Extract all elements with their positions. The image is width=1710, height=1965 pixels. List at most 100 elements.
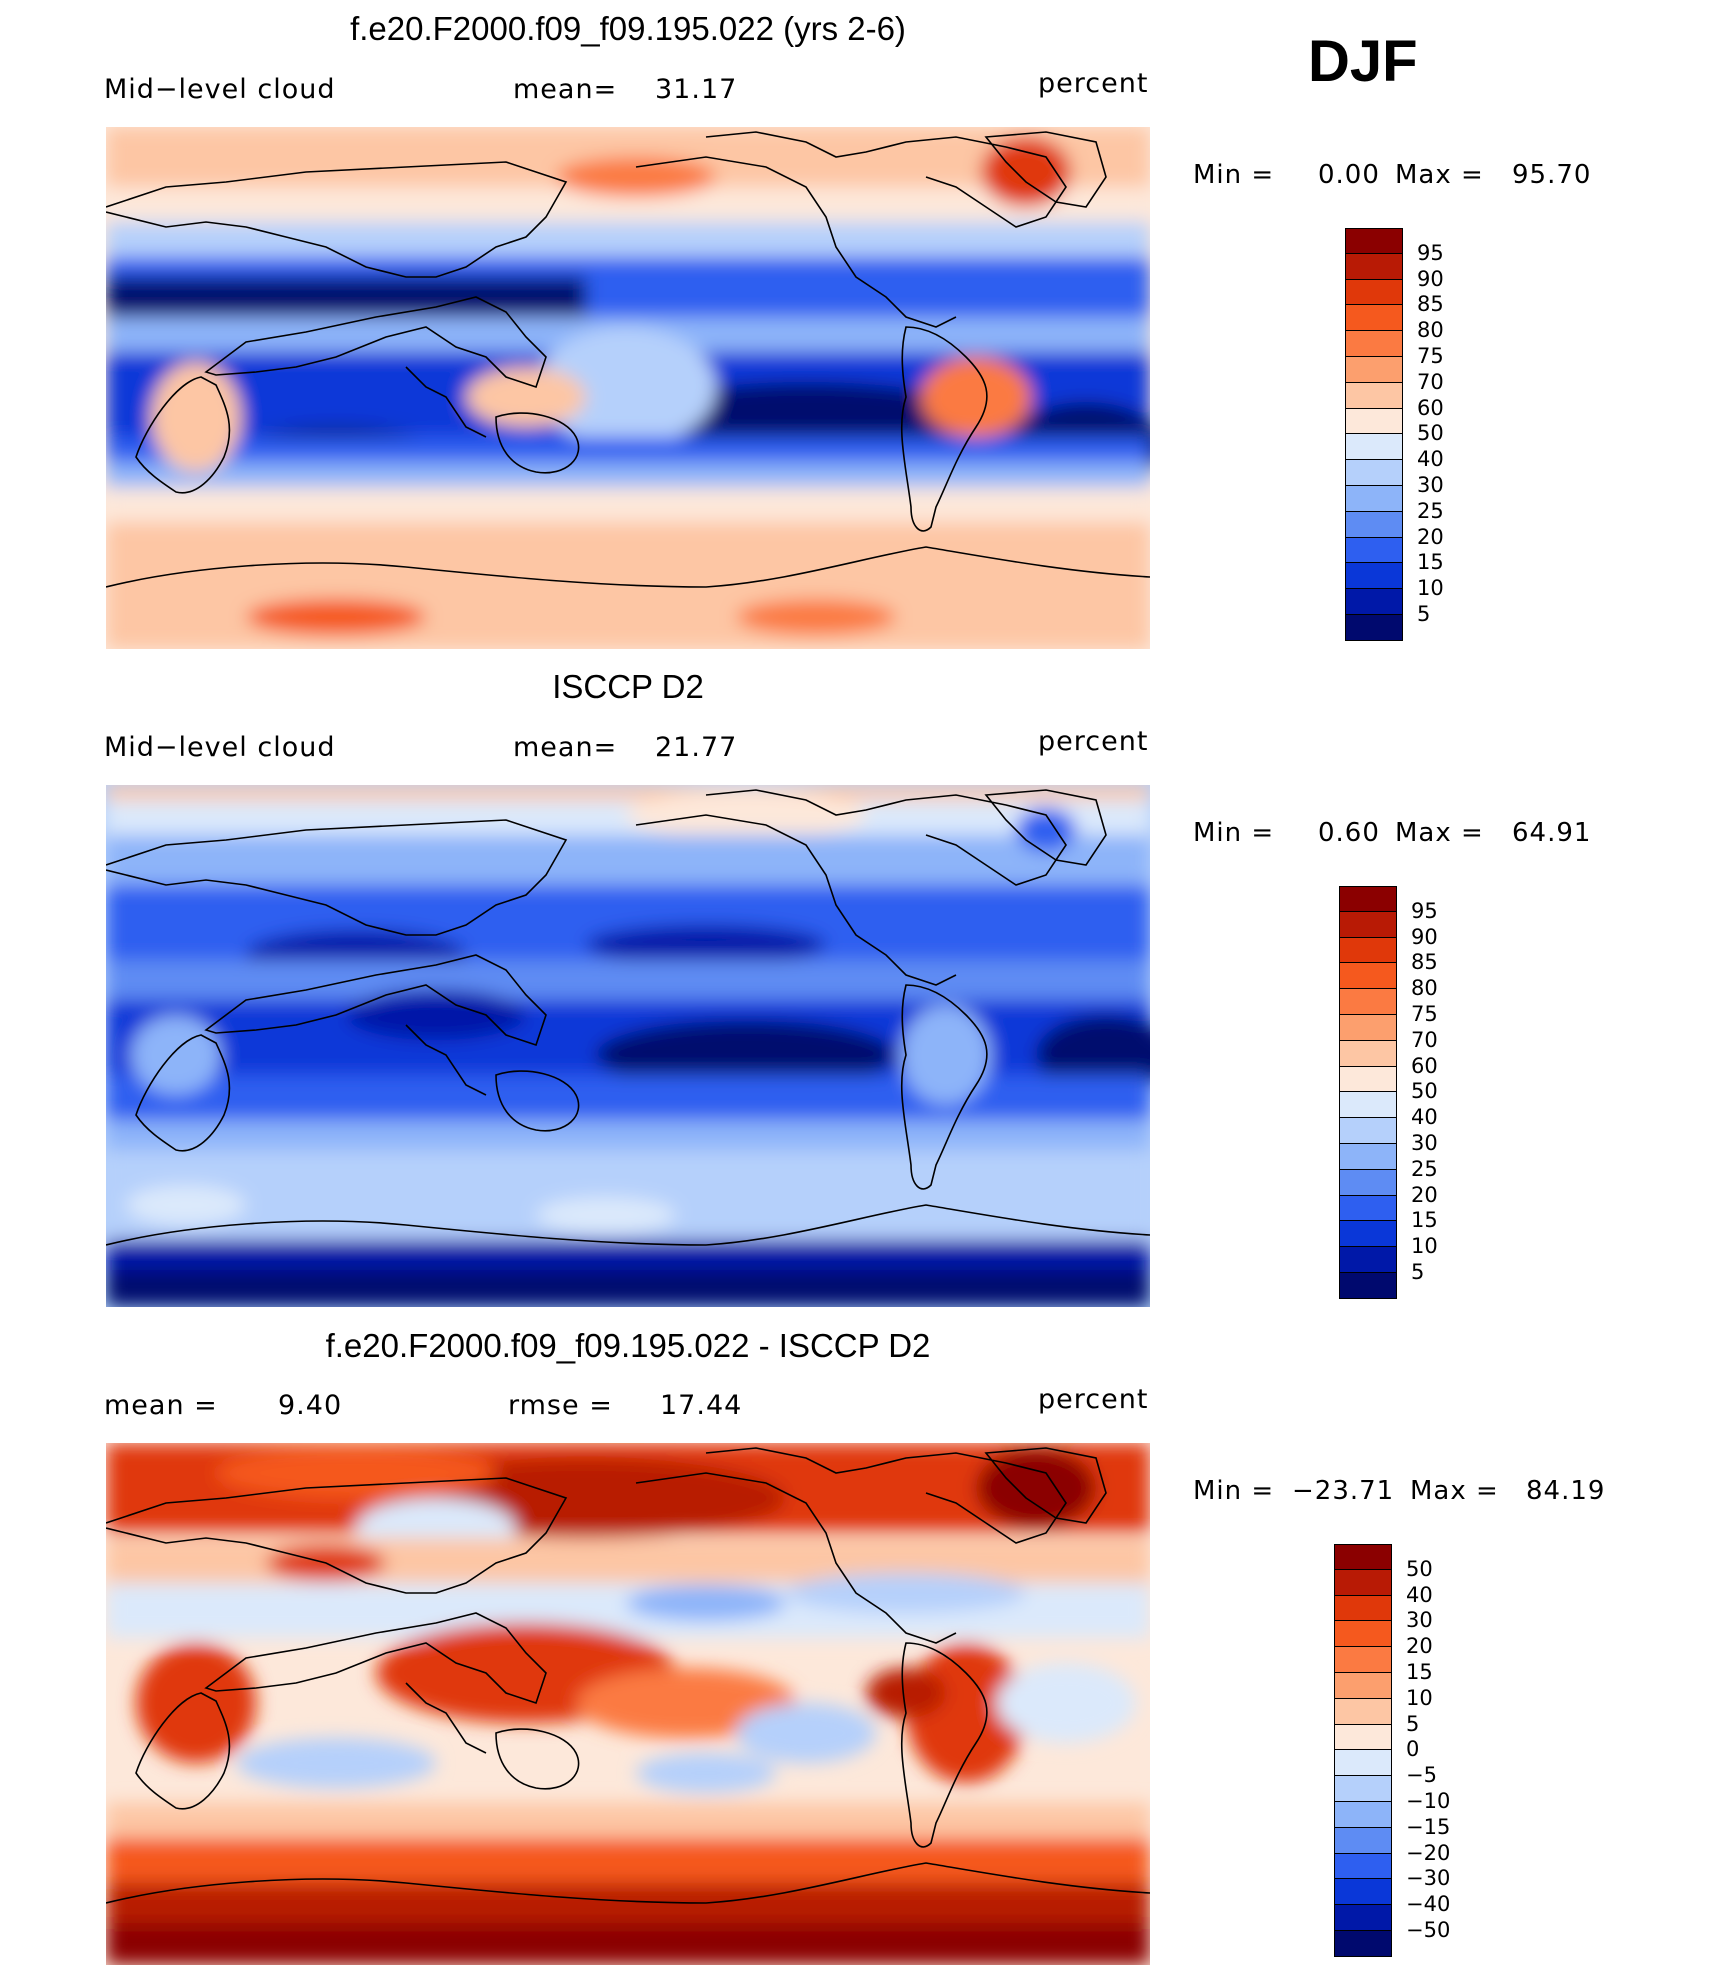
colorbar-segment (1339, 1273, 1397, 1299)
panel-1-title: f.e20.F2000.f09_f09.195.022 (yrs 2-6) (350, 10, 906, 47)
colorbar-tick-label: 5 (1406, 1711, 1420, 1736)
colorbar-tick-label: 80 (1417, 318, 1444, 343)
colorbar-tick-label: −5 (1406, 1763, 1437, 1788)
colorbar-segment (1334, 1724, 1392, 1751)
colorbar-tick-label: −10 (1406, 1789, 1451, 1813)
panel-1-coastlines (106, 131, 1150, 588)
panel-2-variable-label: Mid−level cloud (104, 732, 336, 763)
panel-3-mean-value: 9.40 (278, 1390, 343, 1421)
colorbar-tick-label: 15 (1417, 550, 1444, 575)
colorbar-segment (1334, 1750, 1392, 1777)
panel-3-title: f.e20.F2000.f09_f09.195.022 - ISCCP D2 (325, 1327, 931, 1364)
colorbar-segment (1339, 937, 1397, 964)
colorbar-tick-label: 30 (1411, 1131, 1438, 1155)
season-label: DJF (1308, 29, 1418, 94)
colorbar-segment (1334, 1544, 1392, 1570)
panel-1-variable-label: Mid−level cloud (104, 74, 336, 105)
colorbar-segment (1339, 989, 1397, 1015)
panel-3-mean-label: mean = (104, 1390, 218, 1421)
colorbar-segment (1345, 253, 1403, 280)
colorbar-segment (1334, 1905, 1392, 1931)
colorbar-tick-label: 40 (1406, 1582, 1433, 1607)
colorbar-segment (1339, 1066, 1397, 1093)
colorbar-segment (1339, 1118, 1397, 1144)
colorbar-tick-label: −15 (1406, 1814, 1451, 1839)
colorbar-segment (1345, 408, 1403, 435)
panel-2-units: percent (1038, 726, 1149, 757)
panel-1-max-value: 95.70 (1512, 160, 1592, 190)
colorbar-segment (1334, 1776, 1392, 1802)
colorbar-tick-label: 60 (1411, 1053, 1438, 1078)
colorbar-segment (1339, 1221, 1397, 1248)
colorbar-tick-label: 10 (1411, 1234, 1438, 1259)
colorbar-segment (1334, 1802, 1392, 1828)
panel-1-mean-label: mean= (513, 74, 618, 105)
colorbar-segment (1334, 1673, 1392, 1699)
panel-2-title: ISCCP D2 (552, 668, 704, 705)
panel-2-mean-label: mean= (513, 732, 618, 763)
colorbar-tick-label: 85 (1411, 950, 1438, 975)
panel-3-min-value: −23.71 (1292, 1476, 1395, 1506)
colorbar-segment (1334, 1853, 1392, 1880)
panel-3-max-value: 84.19 (1526, 1476, 1606, 1506)
colorbar-segment (1345, 305, 1403, 332)
colorbar-tick-label: 0 (1406, 1737, 1420, 1762)
colorbar-tick-label: 40 (1411, 1105, 1438, 1130)
panel-1-min-label: Min = (1193, 160, 1275, 190)
colorbar-segment (1339, 1040, 1397, 1067)
colorbar-segment (1339, 1015, 1397, 1041)
panel-2-max-label: Max = (1395, 818, 1484, 848)
colorbar-segment (1339, 963, 1397, 990)
colorbar-tick-label: 20 (1417, 524, 1444, 549)
colorbar-tick-label: 90 (1411, 924, 1438, 949)
colorbar-segment (1334, 1621, 1392, 1648)
colorbar-segment (1345, 331, 1403, 357)
colorbar-segment (1339, 1195, 1397, 1222)
colorbar-segment (1345, 511, 1403, 538)
panel-3-colorbar: 50 40 30 20 15 10 5 0 −5 −10 −15 −20 −30 −40 −50 (1334, 1544, 1482, 1957)
colorbar-segment (1334, 1931, 1392, 1957)
panel-3-rmse-value: 17.44 (660, 1390, 743, 1421)
colorbar-tick-label: 15 (1406, 1660, 1433, 1684)
panel-2-colorbar: 95 90 85 80 75 70 60 50 40 30 25 20 15 10 5 (1339, 886, 1487, 1299)
panel-1-map (106, 127, 1150, 649)
panel-3-map (106, 1443, 1150, 1965)
panel-1-min-value: 0.00 (1318, 160, 1380, 190)
panel-1-colorbar: 95 90 85 80 75 70 60 50 40 30 25 20 15 10 5 (1345, 228, 1493, 641)
colorbar-segment (1334, 1698, 1392, 1725)
colorbar-segment (1339, 1169, 1397, 1196)
colorbar-segment (1339, 886, 1397, 912)
colorbar-tick-label: 90 (1417, 266, 1444, 291)
colorbar-segment (1345, 486, 1403, 512)
colorbar-tick-label: −50 (1406, 1918, 1451, 1942)
panel-2-min-value: 0.60 (1318, 818, 1380, 848)
colorbar-tick-label: 25 (1411, 1156, 1438, 1181)
colorbar-segment (1334, 1647, 1392, 1673)
colorbar-tick-label: −40 (1406, 1892, 1451, 1917)
colorbar-segment (1339, 1092, 1397, 1119)
panel-3-units: percent (1038, 1384, 1149, 1415)
colorbar-tick-label: 5 (1411, 1260, 1425, 1284)
colorbar-segment (1334, 1879, 1392, 1906)
colorbar-tick-label: 60 (1417, 395, 1444, 420)
colorbar-tick-label: 70 (1411, 1027, 1438, 1052)
panel-3-coastlines (106, 1447, 1150, 1904)
colorbar-segment (1345, 279, 1403, 306)
colorbar-tick-label: 50 (1406, 1556, 1433, 1581)
colorbar-tick-label: 95 (1417, 240, 1444, 265)
colorbar-tick-label: 50 (1417, 421, 1444, 446)
colorbar-tick-label: −30 (1406, 1866, 1451, 1891)
panel-1-mean-value: 31.17 (655, 74, 738, 105)
colorbar-segment (1339, 1144, 1397, 1170)
colorbar-tick-label: 75 (1417, 344, 1444, 368)
colorbar-segment (1345, 589, 1403, 615)
colorbar-tick-label: 75 (1411, 1002, 1438, 1026)
colorbar-segment (1345, 537, 1403, 564)
colorbar-tick-label: 95 (1411, 898, 1438, 923)
panel-3-min-label: Min = (1193, 1476, 1275, 1506)
colorbar-tick-label: 30 (1417, 473, 1444, 497)
colorbar-segment (1345, 382, 1403, 409)
panel-1-units: percent (1038, 68, 1149, 99)
colorbar-segment (1345, 563, 1403, 590)
panel-3-rmse-label: rmse = (508, 1390, 613, 1421)
